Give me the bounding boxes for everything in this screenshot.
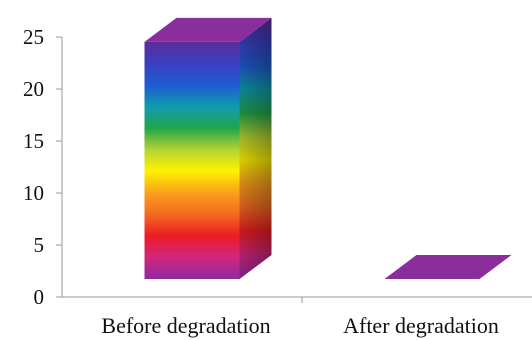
y-tick-label-5: 5 — [34, 233, 45, 257]
y-axis: 0 5 10 15 20 25 — [23, 25, 63, 309]
x-axis — [62, 296, 532, 303]
bar-1-side-shade — [239, 17, 272, 279]
y-tick-label-15: 15 — [23, 129, 44, 153]
y-tick-label-10: 10 — [23, 181, 44, 205]
category-label-before: Before degradation — [101, 313, 270, 338]
y-tick-label-25: 25 — [23, 25, 44, 49]
bar-1-front — [144, 41, 240, 279]
bars — [144, 17, 512, 279]
y-ticks: 0 5 10 15 20 25 — [23, 25, 62, 309]
bar-1 — [144, 17, 272, 279]
category-label-after: After degradation — [343, 313, 499, 338]
bar-2 — [384, 255, 512, 279]
bar-2-top — [384, 255, 512, 279]
y-tick-label-20: 20 — [23, 77, 44, 101]
y-tick-label-0: 0 — [34, 285, 45, 309]
category-labels: Before degradation After degradation — [101, 313, 498, 338]
bar-1-top — [144, 17, 272, 42]
